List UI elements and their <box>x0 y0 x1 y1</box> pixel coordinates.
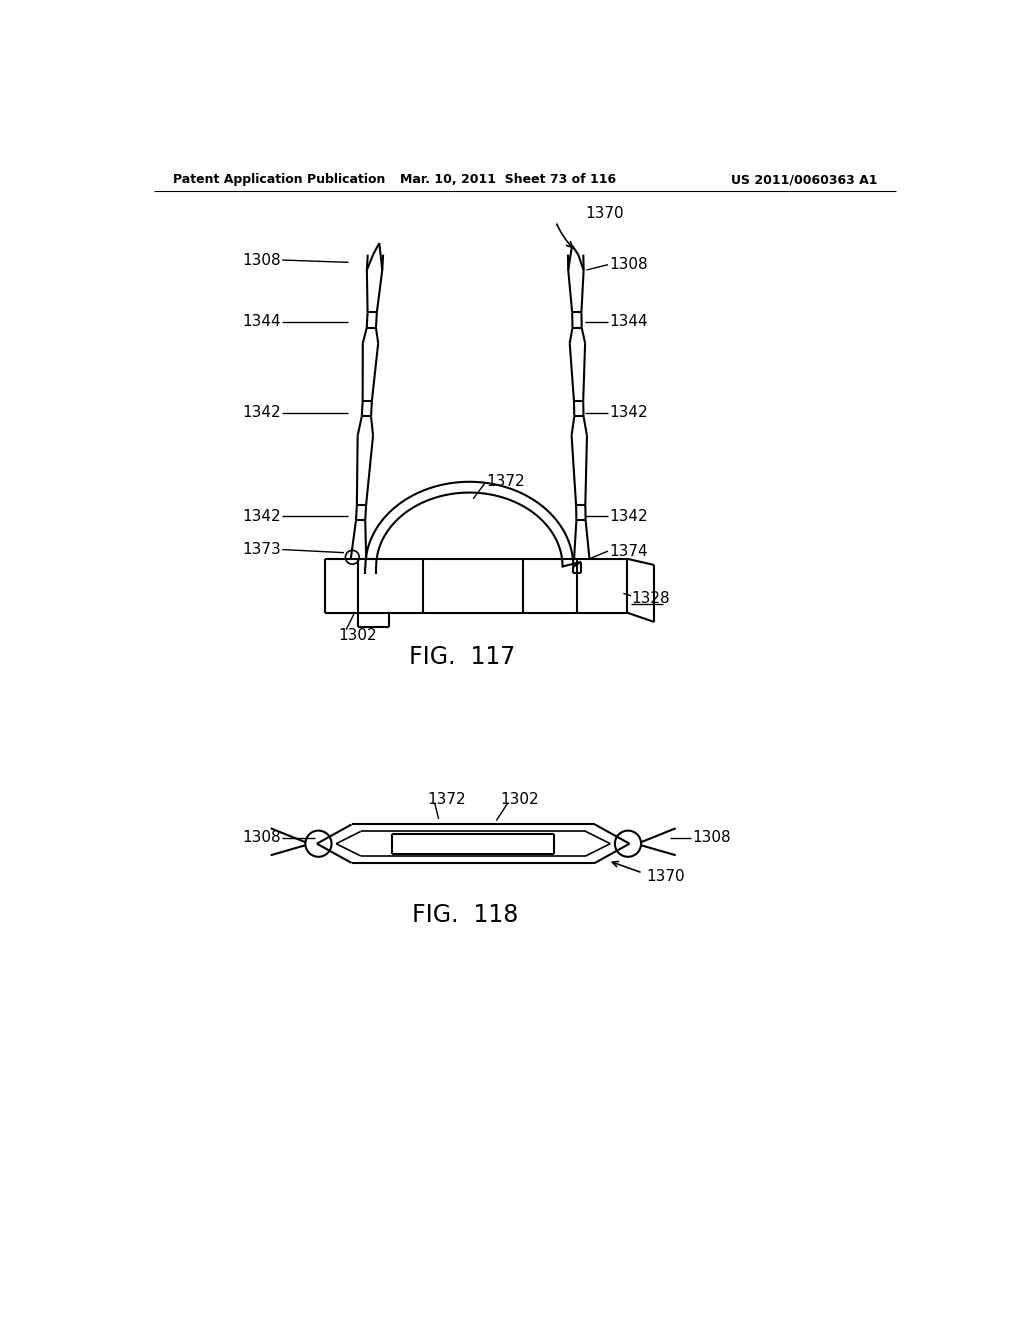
Text: 1308: 1308 <box>242 830 281 845</box>
Text: 1302: 1302 <box>339 628 377 643</box>
Text: 1344: 1344 <box>609 314 648 329</box>
Text: FIG.  117: FIG. 117 <box>409 645 515 669</box>
Text: 1342: 1342 <box>242 405 281 420</box>
Text: 1308: 1308 <box>692 830 731 845</box>
Text: 1344: 1344 <box>242 314 281 329</box>
Text: 1370: 1370 <box>585 206 624 222</box>
Text: 1370: 1370 <box>646 869 685 883</box>
Text: 1308: 1308 <box>609 257 648 272</box>
Text: 1308: 1308 <box>242 252 281 268</box>
Text: 1342: 1342 <box>609 510 648 524</box>
Text: Patent Application Publication: Patent Application Publication <box>173 173 385 186</box>
Text: US 2011/0060363 A1: US 2011/0060363 A1 <box>731 173 878 186</box>
Text: Mar. 10, 2011  Sheet 73 of 116: Mar. 10, 2011 Sheet 73 of 116 <box>399 173 615 186</box>
Text: 1328: 1328 <box>631 591 670 606</box>
Text: 1342: 1342 <box>609 405 648 420</box>
Text: 1373: 1373 <box>242 543 281 557</box>
Text: 1374: 1374 <box>609 544 648 558</box>
Text: 1302: 1302 <box>500 792 539 807</box>
Text: 1342: 1342 <box>242 510 281 524</box>
Text: 1372: 1372 <box>486 474 525 490</box>
Text: 1372: 1372 <box>427 792 466 807</box>
Text: FIG.  118: FIG. 118 <box>413 903 519 927</box>
